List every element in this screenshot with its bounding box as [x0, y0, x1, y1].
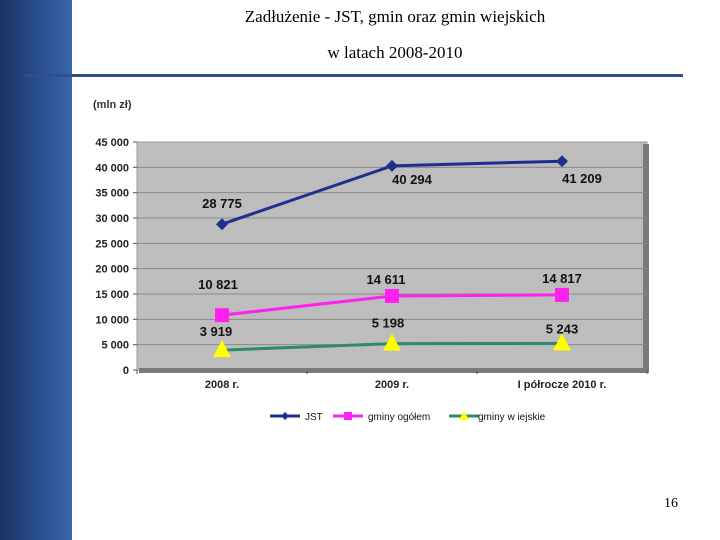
- legend-marker-diamond: [281, 412, 289, 420]
- y-tick-label: 30 000: [95, 213, 129, 225]
- left-decorative-bar: [0, 0, 72, 540]
- data-point-triangle: [213, 340, 231, 358]
- data-point-square: [215, 308, 229, 323]
- data-label: 3 919: [200, 324, 233, 339]
- data-point-triangle: [383, 333, 401, 351]
- data-label: 41 209: [562, 171, 602, 186]
- data-label: 10 821: [198, 277, 238, 292]
- y-tick-label: 45 000: [95, 137, 129, 149]
- data-label: 14 817: [542, 271, 582, 286]
- page-number: 16: [664, 496, 678, 511]
- y-tick-label: 40 000: [95, 162, 129, 174]
- slide-subtitle: w latach 2008-2010: [327, 43, 463, 62]
- legend-label: JST: [305, 412, 323, 423]
- data-point-square: [385, 288, 399, 303]
- data-point-diamond: [556, 155, 568, 168]
- x-tick-label: 2008 r.: [205, 379, 239, 391]
- plot-area: [136, 141, 648, 371]
- y-tick-label: 15 000: [95, 289, 129, 301]
- x-tick-label: 2009 r.: [375, 379, 409, 391]
- y-tick-label: 5 000: [101, 340, 129, 352]
- legend-label: gminy ogółem: [368, 412, 430, 423]
- title-divider: [24, 74, 683, 77]
- x-tick-label: I półrocze 2010 r.: [518, 379, 607, 391]
- y-tick-label: 25 000: [95, 238, 129, 250]
- y-tick-label: 35 000: [95, 188, 129, 200]
- y-tick-label: 0: [123, 365, 129, 377]
- plot-area-shadow-bottom: [139, 368, 649, 373]
- data-label: 5 198: [372, 316, 405, 331]
- legend-marker-square: [344, 412, 352, 420]
- plot-area-shadow: [643, 144, 649, 372]
- data-label: 5 243: [546, 321, 579, 336]
- data-point-diamond: [386, 159, 398, 172]
- slide-title: Zadłużenie - JST, gmin oraz gmin wiejski…: [244, 7, 546, 26]
- data-label: 14 611: [366, 272, 405, 287]
- data-point-square: [555, 287, 569, 302]
- data-point-triangle: [553, 333, 571, 351]
- legend-marker-triangle: [459, 411, 469, 420]
- y-tick-label: 20 000: [95, 264, 129, 276]
- y-tick-label: 10 000: [95, 314, 129, 326]
- legend-label: gminy w iejskie: [478, 412, 546, 423]
- data-point-diamond: [216, 218, 228, 231]
- unit-label: (mln zł): [93, 99, 132, 111]
- data-label: 40 294: [392, 172, 433, 187]
- data-label: 28 775: [202, 196, 242, 211]
